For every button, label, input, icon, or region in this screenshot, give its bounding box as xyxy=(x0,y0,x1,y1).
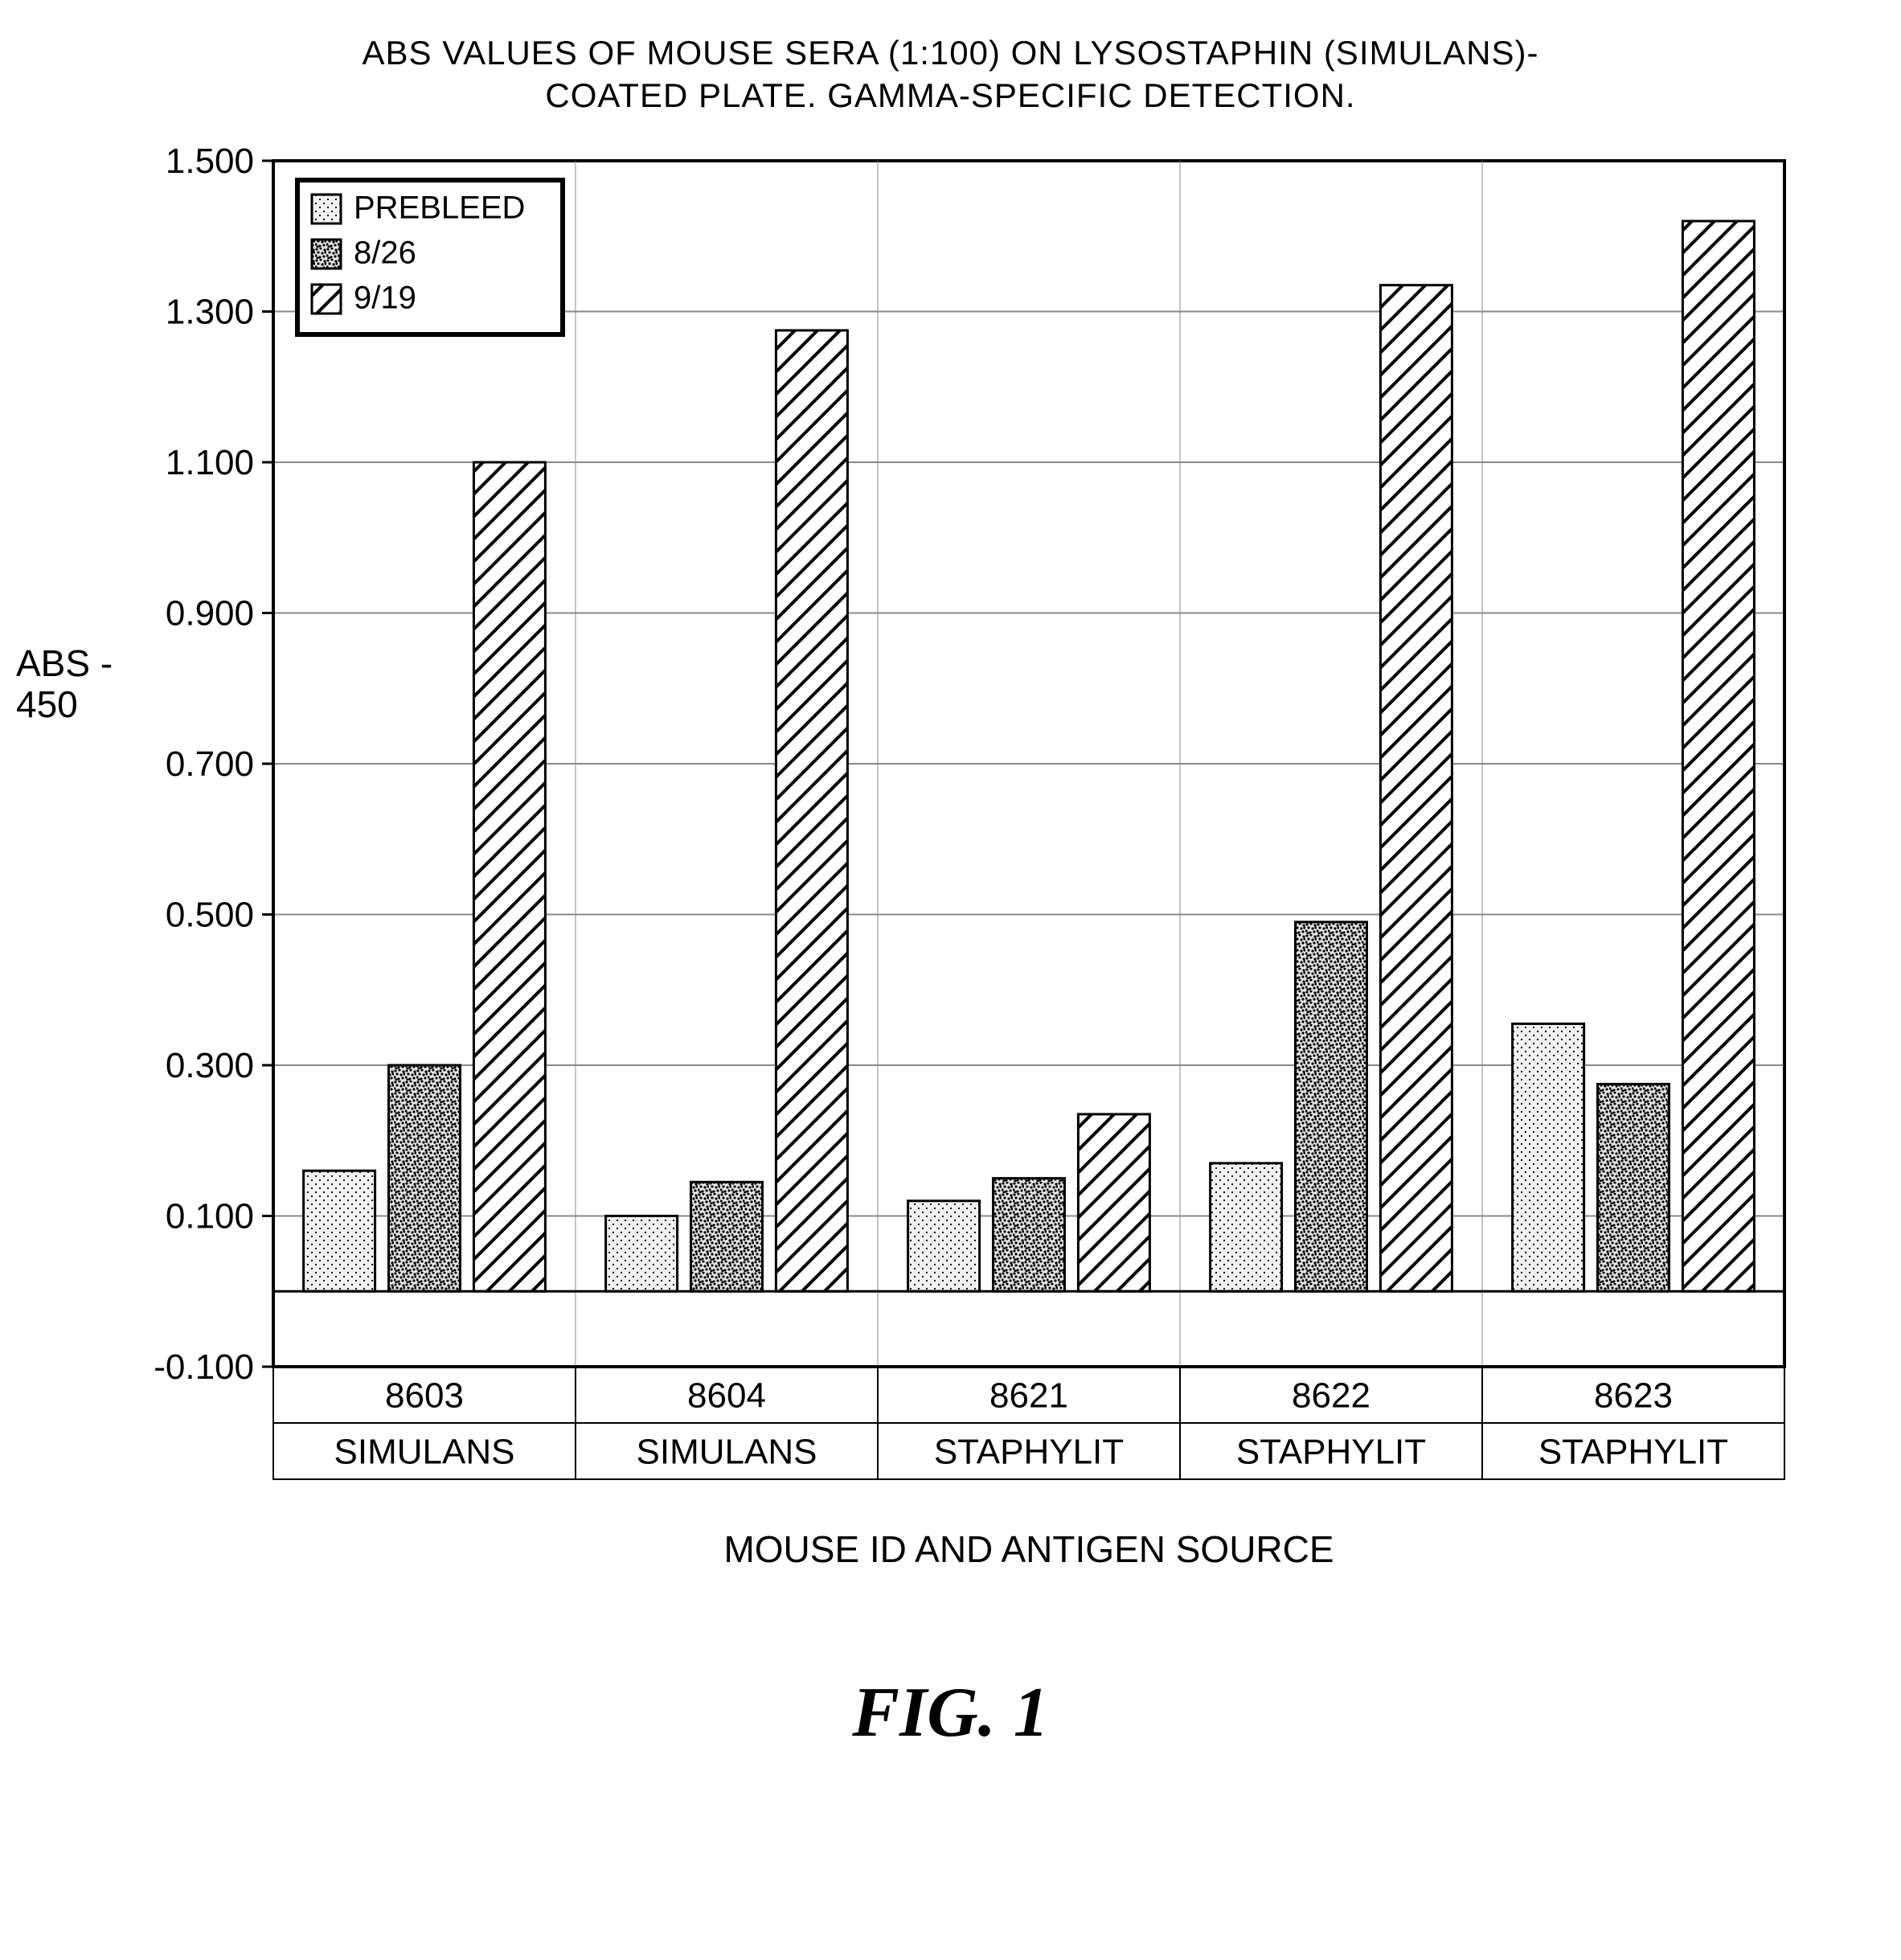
svg-text:0.900: 0.900 xyxy=(166,594,254,634)
svg-text:1.100: 1.100 xyxy=(166,443,254,482)
svg-text:8603: 8603 xyxy=(385,1376,464,1415)
svg-text:SIMULANS: SIMULANS xyxy=(637,1432,817,1471)
x-axis-label: MOUSE ID AND ANTIGEN SOURCE xyxy=(273,1527,1784,1571)
svg-text:STAPHYLIT: STAPHYLIT xyxy=(1538,1432,1728,1471)
svg-text:0.500: 0.500 xyxy=(166,896,254,935)
svg-text:8623: 8623 xyxy=(1594,1376,1673,1415)
svg-text:1.300: 1.300 xyxy=(166,293,254,332)
page: ABS VALUES OF MOUSE SERA (1:100) ON LYSO… xyxy=(0,0,1901,1960)
svg-text:8622: 8622 xyxy=(1292,1376,1370,1415)
svg-text:8/26: 8/26 xyxy=(354,236,416,271)
svg-text:8604: 8604 xyxy=(687,1376,766,1415)
svg-text:SIMULANS: SIMULANS xyxy=(334,1432,515,1471)
svg-text:STAPHYLIT: STAPHYLIT xyxy=(934,1432,1124,1471)
svg-text:STAPHYLIT: STAPHYLIT xyxy=(1236,1432,1426,1471)
svg-text:0.700: 0.700 xyxy=(166,744,254,784)
svg-text:9/19: 9/19 xyxy=(354,281,416,316)
svg-text:PREBLEED: PREBLEED xyxy=(354,191,525,226)
y-axis-label: ABS - 450 xyxy=(16,643,113,724)
svg-text:8621: 8621 xyxy=(989,1376,1068,1415)
figure-caption: FIG. 1 xyxy=(0,1672,1901,1753)
svg-text:1.500: 1.500 xyxy=(166,141,254,181)
svg-text:0.300: 0.300 xyxy=(166,1046,254,1085)
svg-text:0.100: 0.100 xyxy=(166,1197,254,1236)
bar-chart: -0.100 0.100 0.300 0.500 0.700 0.900 1.100 1.30… xyxy=(0,0,1901,1608)
svg-text:-0.100: -0.100 xyxy=(154,1347,254,1387)
